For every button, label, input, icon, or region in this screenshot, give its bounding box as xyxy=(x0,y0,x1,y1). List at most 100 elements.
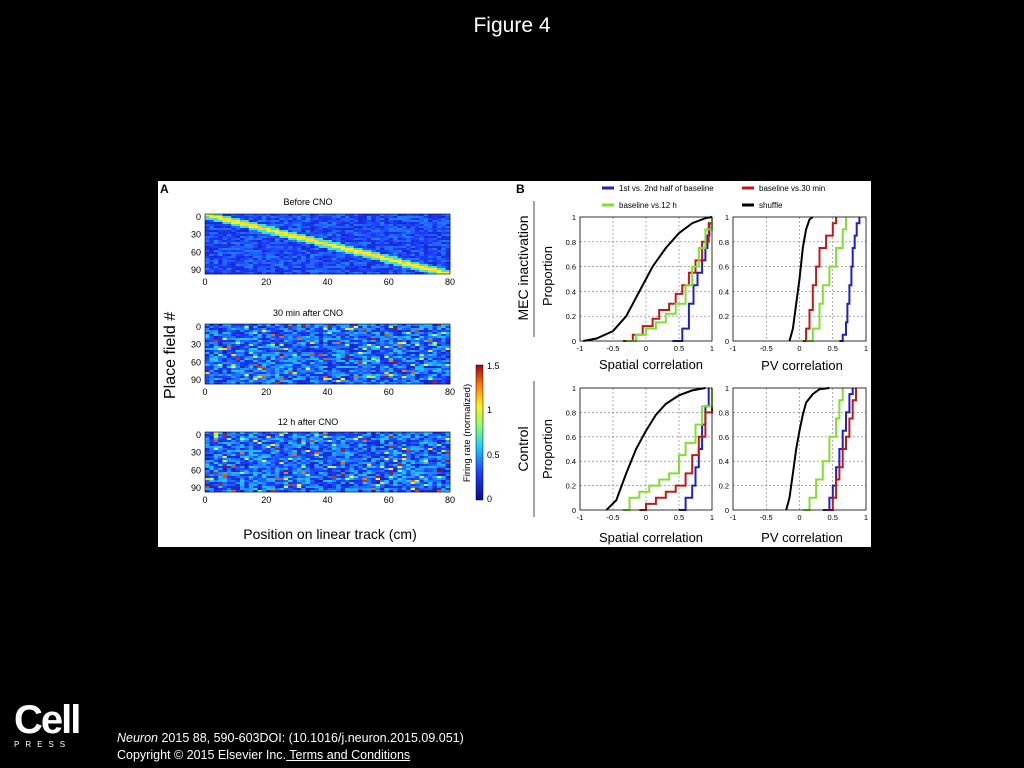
heatmap-cell xyxy=(340,448,346,451)
heatmap-cell xyxy=(366,464,372,467)
heatmap-cell xyxy=(231,372,236,375)
heatmap-cell xyxy=(318,236,324,239)
heatmap-cell xyxy=(445,436,451,439)
heatmap-cell xyxy=(349,244,355,247)
heatmap-cell xyxy=(397,338,403,341)
heatmap-cell xyxy=(222,456,228,459)
heatmap-cell xyxy=(240,344,245,347)
heatmap-cell xyxy=(318,486,324,489)
heatmap-cell xyxy=(231,356,236,359)
heatmap-cell xyxy=(218,458,223,461)
heatmap-cell xyxy=(253,444,258,447)
heatmap-cell xyxy=(366,334,372,337)
heatmap-cell xyxy=(375,344,381,347)
heatmap-cell xyxy=(257,244,263,247)
heatmap-cell xyxy=(349,436,355,439)
heatmap-cell xyxy=(209,232,215,235)
heatmap-cell xyxy=(397,342,403,345)
heatmap-cell xyxy=(327,454,333,457)
heatmap-cell xyxy=(331,356,337,359)
heatmap-cell xyxy=(441,262,446,265)
heatmap-cell xyxy=(318,482,324,485)
heatmap-cell xyxy=(318,382,324,385)
heatmap-cell xyxy=(445,232,451,235)
heatmap-cell xyxy=(353,368,359,371)
heatmap-cell xyxy=(213,360,219,363)
heatmap-cell xyxy=(371,368,376,371)
heatmap-cell xyxy=(283,484,289,487)
heatmap-cell xyxy=(318,220,324,223)
heatmap-cell xyxy=(318,266,324,269)
heatmap-cell xyxy=(410,340,416,343)
heatmap-cell xyxy=(301,342,306,345)
heatmap-cell xyxy=(288,220,293,223)
heatmap-cell xyxy=(318,262,324,265)
heatmap-cell xyxy=(257,380,263,383)
heatmap-cell xyxy=(428,230,433,233)
heatmap-cell xyxy=(410,440,416,443)
heatmap-cell xyxy=(327,346,333,349)
heatmap-cell xyxy=(279,462,285,465)
heatmap-cell xyxy=(222,336,228,339)
heatmap-cell xyxy=(244,358,250,361)
heatmap-cell xyxy=(231,470,236,473)
heatmap-cell xyxy=(253,360,258,363)
heatmap-cell xyxy=(375,246,381,249)
heatmap-cell xyxy=(327,460,333,463)
heatmap-cell xyxy=(222,480,228,483)
heatmap-cell xyxy=(292,458,298,461)
heatmap-cell xyxy=(261,346,267,349)
heatmap-cell xyxy=(358,328,363,331)
heatmap-cell xyxy=(436,458,442,461)
heatmap-cell xyxy=(410,450,416,453)
heatmap-cell xyxy=(393,334,398,337)
heatmap-cell xyxy=(428,272,433,275)
heatmap-cell xyxy=(345,368,350,371)
heatmap-cell xyxy=(375,234,381,237)
heatmap-cell xyxy=(419,466,425,469)
heatmap-cell xyxy=(445,450,451,453)
heatmap-cell xyxy=(296,440,302,443)
heatmap-cell xyxy=(301,248,306,251)
heatmap-cell xyxy=(445,356,451,359)
heatmap-cell xyxy=(310,252,315,255)
heatmap-cell xyxy=(401,468,407,471)
heatmap-cell xyxy=(305,368,311,371)
heatmap-cell xyxy=(257,262,263,265)
heatmap-cell xyxy=(384,244,390,247)
heatmap-cell xyxy=(336,448,341,451)
heatmap-cell xyxy=(349,454,355,457)
heatmap-cell xyxy=(235,216,241,219)
heatmap-cell xyxy=(310,366,315,369)
heatmap-cell xyxy=(314,266,320,269)
heatmap-cell xyxy=(331,436,337,439)
heatmap-cell xyxy=(301,264,306,267)
heatmap-cell xyxy=(384,370,390,373)
heatmap-cell xyxy=(445,338,451,341)
heatmap-cell xyxy=(345,342,350,345)
heatmap-cell xyxy=(288,218,293,221)
heatmap-cell xyxy=(336,368,341,371)
heatmap-cell xyxy=(432,330,438,333)
heatmap-cell xyxy=(288,376,293,379)
heatmap-cell xyxy=(375,470,381,473)
heatmap-cell xyxy=(266,454,271,457)
heatmap-cell xyxy=(253,254,258,257)
heatmap-cell xyxy=(318,340,324,343)
heatmap-cell xyxy=(393,336,398,339)
heatmap-cell xyxy=(318,448,324,451)
heatmap-cell xyxy=(226,340,232,343)
heatmap-cell xyxy=(323,488,328,491)
heatmap-cell xyxy=(222,474,228,477)
heatmap-cell xyxy=(327,360,333,363)
heatmap-cell xyxy=(331,258,337,261)
heatmap-cell xyxy=(423,336,429,339)
heatmap-cell xyxy=(384,216,390,219)
heatmap-cell xyxy=(423,256,429,259)
heatmap-cell xyxy=(436,454,442,457)
heatmap-cell xyxy=(340,364,346,367)
heatmap-cell xyxy=(323,262,328,265)
heatmap-cell xyxy=(393,460,398,463)
heatmap-cell xyxy=(388,458,394,461)
heatmap-cell xyxy=(305,236,311,239)
